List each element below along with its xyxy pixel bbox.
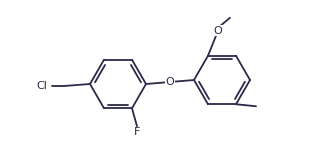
Text: O: O xyxy=(214,26,222,36)
Text: F: F xyxy=(134,127,140,137)
Text: Cl: Cl xyxy=(36,81,48,91)
Text: O: O xyxy=(166,77,174,87)
